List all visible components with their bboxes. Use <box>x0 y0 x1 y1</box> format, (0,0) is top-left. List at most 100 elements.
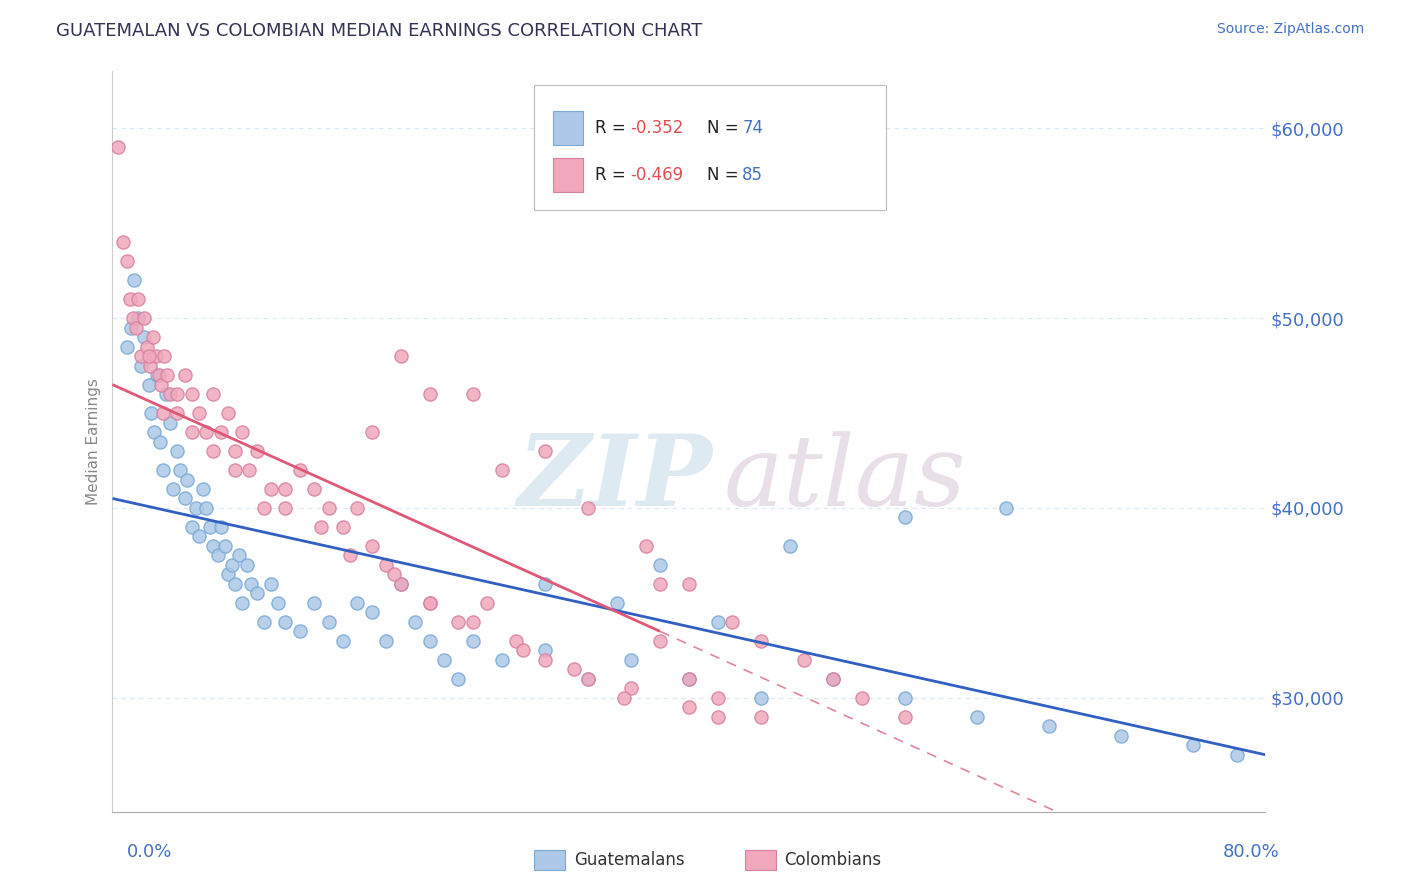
Point <box>678 577 700 591</box>
Point <box>346 596 368 610</box>
Point <box>382 567 405 582</box>
Point <box>129 349 153 363</box>
Point <box>173 368 195 383</box>
Point <box>260 577 283 591</box>
Point <box>447 615 470 629</box>
Point <box>375 633 398 648</box>
Point <box>162 482 184 496</box>
Point <box>375 558 398 572</box>
Point <box>491 653 513 667</box>
Point <box>159 387 181 401</box>
Point <box>134 330 156 344</box>
Point <box>512 643 534 657</box>
Point <box>139 359 162 373</box>
Point <box>749 690 772 705</box>
Point <box>461 633 484 648</box>
Point <box>107 140 129 154</box>
Point <box>894 710 917 724</box>
Point <box>127 311 149 326</box>
Point <box>634 539 657 553</box>
Text: Colombians: Colombians <box>785 851 882 869</box>
Text: R =: R = <box>595 166 631 184</box>
Point <box>176 473 198 487</box>
Point <box>361 425 384 439</box>
Point <box>534 653 557 667</box>
Point <box>188 529 211 543</box>
Point <box>461 387 484 401</box>
Point <box>318 615 340 629</box>
Point <box>260 482 283 496</box>
Point <box>534 643 557 657</box>
Point <box>152 463 174 477</box>
Point <box>447 672 470 686</box>
Point <box>678 700 700 714</box>
Point <box>202 444 225 458</box>
Point <box>534 444 557 458</box>
Point <box>115 340 138 354</box>
Point <box>120 320 142 334</box>
Text: 85: 85 <box>742 166 763 184</box>
Point <box>238 463 260 477</box>
Point <box>332 520 354 534</box>
Point <box>779 539 801 553</box>
Point <box>650 633 672 648</box>
Point <box>361 606 384 620</box>
Point <box>678 672 700 686</box>
Point <box>152 406 174 420</box>
Point <box>124 320 146 334</box>
Point <box>389 577 412 591</box>
Point <box>389 349 412 363</box>
Point <box>606 596 628 610</box>
Point <box>115 254 138 268</box>
Point <box>576 500 599 515</box>
Point <box>562 662 585 676</box>
Point <box>288 624 311 639</box>
Point <box>217 567 239 582</box>
Point <box>231 596 253 610</box>
Text: 74: 74 <box>742 119 763 136</box>
Point <box>707 615 730 629</box>
Point <box>339 549 361 563</box>
Point <box>576 672 599 686</box>
Point <box>224 444 246 458</box>
Point <box>180 387 202 401</box>
Point <box>118 292 141 306</box>
Point <box>304 482 326 496</box>
Point <box>361 539 384 553</box>
Point <box>404 615 426 629</box>
Point <box>894 690 917 705</box>
Point <box>121 311 143 326</box>
Point <box>1182 739 1205 753</box>
Point <box>477 596 499 610</box>
Point <box>134 311 156 326</box>
Text: 0.0%: 0.0% <box>127 843 172 861</box>
Point <box>127 292 149 306</box>
Point <box>180 520 202 534</box>
Point <box>620 681 643 696</box>
Point <box>239 577 262 591</box>
Point <box>707 710 730 724</box>
Point <box>1226 747 1249 762</box>
Point <box>209 425 232 439</box>
Point <box>224 463 246 477</box>
Point <box>173 491 195 506</box>
Point <box>200 520 222 534</box>
Point <box>195 425 218 439</box>
Point <box>202 387 225 401</box>
Point <box>793 653 815 667</box>
Point <box>534 577 557 591</box>
Point <box>214 539 236 553</box>
Point <box>650 558 672 572</box>
Point <box>136 340 159 354</box>
Point <box>148 368 170 383</box>
Point <box>505 633 527 648</box>
Point <box>155 387 177 401</box>
Point <box>749 710 772 724</box>
Text: N =: N = <box>707 166 744 184</box>
Point <box>195 500 218 515</box>
Point <box>231 425 253 439</box>
Point <box>202 539 225 553</box>
Point <box>821 672 844 686</box>
Point <box>821 672 844 686</box>
Point <box>228 549 250 563</box>
